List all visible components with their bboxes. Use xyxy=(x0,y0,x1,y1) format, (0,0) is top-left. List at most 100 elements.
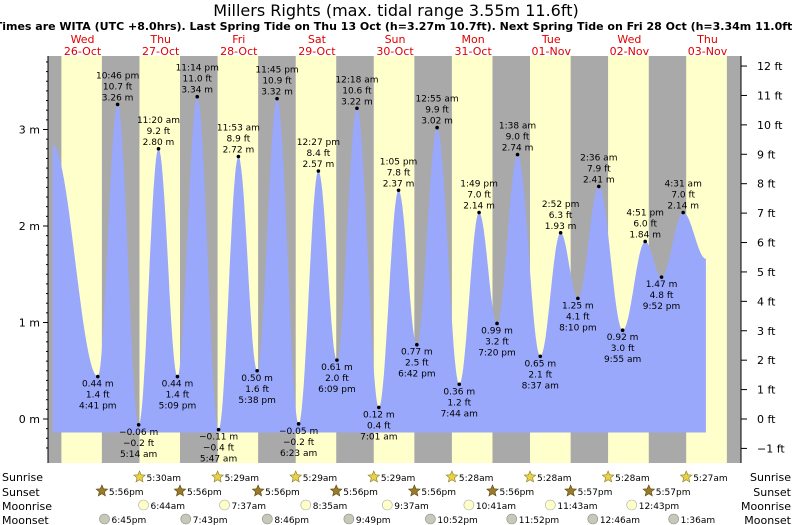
night-band xyxy=(726,56,733,463)
tide-label: 6:42 pm xyxy=(398,370,436,380)
right-tick-label: 4 ft xyxy=(757,295,776,308)
tide-label: 6.3 ft xyxy=(549,211,573,221)
moonset-icon xyxy=(587,513,599,525)
moonset-icon xyxy=(343,513,355,525)
sunrise-icon xyxy=(445,470,459,483)
tide-label: 0.92 m xyxy=(607,333,639,343)
tide-point xyxy=(236,154,241,159)
tide-label: 2:52 pm xyxy=(542,200,580,210)
moonrise-icon xyxy=(219,499,230,511)
tide-label: 5:47 am xyxy=(200,455,237,465)
tide-label: 4:31 am xyxy=(664,179,701,189)
tide-label: −0.05 m xyxy=(279,427,318,437)
tide-label: 0.4 ft xyxy=(367,421,391,431)
right-tick-label: 11 ft xyxy=(757,89,783,102)
moonset-time: 9:49pm xyxy=(356,516,391,525)
tide-label: 1.4 ft xyxy=(86,391,110,401)
tide-label: 0.50 m xyxy=(241,374,273,384)
day-date: 26-Oct xyxy=(64,45,102,58)
right-tick-label: 10 ft xyxy=(757,119,783,132)
tide-label: 11:45 pm xyxy=(255,66,298,76)
tide-label: 0.65 m xyxy=(524,359,556,369)
sunrise-time: 5:28am xyxy=(459,474,494,484)
moonset-time: 10:52pm xyxy=(437,516,477,525)
tide-label: 5:14 am xyxy=(120,450,157,460)
tide-label: 4.1 ft xyxy=(566,312,590,322)
tide-label: 5:38 pm xyxy=(238,396,276,406)
moonset-icon xyxy=(99,513,110,525)
moonset-icon xyxy=(506,513,518,525)
tide-label: 7.0 ft xyxy=(671,190,695,200)
tide-point xyxy=(377,405,381,410)
tide-label: 1.93 m xyxy=(545,222,577,232)
tide-label: 0.99 m xyxy=(481,326,513,336)
tide-point xyxy=(620,328,625,333)
moonrise-row-label-right: Moonrise xyxy=(741,500,791,513)
tide-point xyxy=(115,102,120,107)
day-name: Tue xyxy=(541,33,561,46)
sunrise-icon xyxy=(523,470,537,483)
moonset-icon xyxy=(668,513,679,525)
sunset-icon xyxy=(173,484,187,497)
tide-label: 10.9 ft xyxy=(262,77,292,87)
tide-label: 3.32 m xyxy=(261,88,293,98)
y-axes: 0 m 1 m 2 m 3 m −1 ft 0 ft 1 ft 2 ft 3 ft 4 ft 5 f… xyxy=(19,56,785,463)
sunset-time: 5:57pm xyxy=(578,488,613,498)
tide-point xyxy=(495,321,499,326)
tide-label: 8.9 ft xyxy=(227,135,251,145)
tide-label: 0.61 m xyxy=(321,363,353,373)
left-tick-label: 3 m xyxy=(19,124,40,137)
tide-label: −0.11 m xyxy=(199,433,238,443)
tide-label: 2.72 m xyxy=(223,146,255,156)
tide-label: 3.02 m xyxy=(421,117,453,127)
sunset-icon xyxy=(95,484,109,497)
tide-label: 0.12 m xyxy=(363,410,395,420)
tide-label: 2.80 m xyxy=(143,138,175,148)
right-tick-label: 9 ft xyxy=(757,148,776,161)
right-tick-label: 5 ft xyxy=(757,266,776,279)
tide-point xyxy=(275,96,279,101)
left-tick-label: 0 m xyxy=(19,413,40,426)
day-date: 28-Oct xyxy=(220,45,258,58)
day-date: 02-Nov xyxy=(610,45,650,58)
day-date: 27-Oct xyxy=(142,45,180,58)
sunrise-icon xyxy=(133,470,146,483)
tide-label: 7:20 pm xyxy=(478,348,516,358)
sunset-row-label-left: Sunset xyxy=(2,486,40,499)
tide-label: 11.0 ft xyxy=(183,75,213,85)
tide-point xyxy=(156,147,161,151)
tide-label: 9.0 ft xyxy=(506,133,530,143)
tide-label: 1.84 m xyxy=(629,230,661,240)
right-tick-label: −1 ft xyxy=(757,442,785,455)
moonrise-time: 9:37am xyxy=(394,502,429,512)
tide-point xyxy=(355,106,359,111)
tide-label: 8:10 pm xyxy=(559,323,597,333)
sunrise-time: 5:29am xyxy=(303,474,338,484)
right-tick-label: 6 ft xyxy=(757,237,776,250)
tide-point xyxy=(681,210,685,215)
tide-label: −0.2 ft xyxy=(283,438,315,448)
sunset-time: 5:56pm xyxy=(421,488,456,498)
sunrise-time: 5:29am xyxy=(225,474,260,484)
tide-area xyxy=(52,96,706,433)
right-tick-label: 1 ft xyxy=(757,384,776,397)
tide-label: 1.47 m xyxy=(646,280,678,290)
sunset-icon xyxy=(407,484,421,497)
day-name: Thu xyxy=(696,33,718,46)
sunset-row-label-right: Sunset xyxy=(753,486,791,499)
tide-label: −0.2 ft xyxy=(123,439,155,449)
tide-point xyxy=(195,94,200,99)
day-date: 01-Nov xyxy=(532,45,572,58)
moonrise-time: 7:37am xyxy=(232,502,267,512)
tide-label: 3.2 ft xyxy=(485,337,509,347)
tide-point xyxy=(643,239,647,244)
sun-moon-rows: Sunrise Sunset Moonrise Moonset Sunrise … xyxy=(2,470,792,525)
tide-label: 1:38 am xyxy=(499,122,536,132)
day-name: Mon xyxy=(462,33,485,46)
right-tick-label: 2 ft xyxy=(757,354,776,367)
tide-label: 9:52 pm xyxy=(643,302,681,312)
tide-label: 6.0 ft xyxy=(633,219,657,229)
tide-point xyxy=(576,296,580,301)
tide-label: 0.44 m xyxy=(82,380,114,390)
